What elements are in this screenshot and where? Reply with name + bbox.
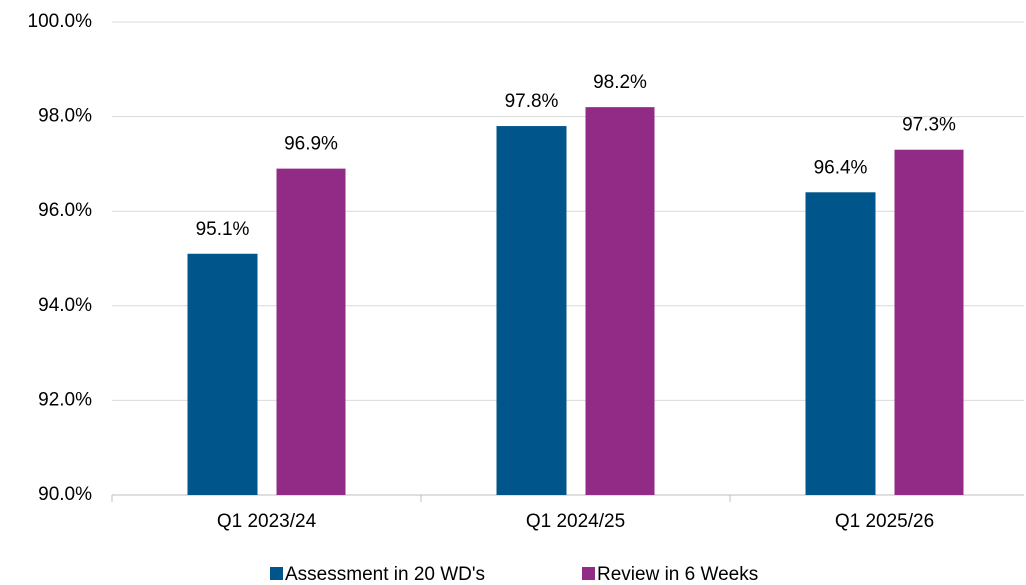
- data-label: 96.4%: [814, 157, 868, 178]
- legend-label: Assessment in 20 WD's: [285, 564, 485, 585]
- bar: [894, 149, 964, 495]
- y-tick-label: 98.0%: [38, 106, 92, 127]
- data-label: 97.3%: [902, 115, 956, 136]
- bar: [496, 126, 567, 495]
- data-label: 95.1%: [196, 219, 250, 240]
- bar: [276, 168, 346, 495]
- x-tick-label: Q1 2024/25: [526, 511, 625, 532]
- y-tick-label: 96.0%: [38, 200, 92, 221]
- x-tick-label: Q1 2023/24: [217, 511, 317, 532]
- data-label: 97.8%: [505, 91, 559, 112]
- x-tick-label: Q1 2025/26: [835, 511, 934, 532]
- legend-swatch: [582, 567, 595, 580]
- bar: [585, 107, 655, 495]
- legend-swatch: [270, 567, 283, 580]
- y-tick-label: 92.0%: [38, 389, 92, 410]
- y-tick-label: 94.0%: [38, 295, 92, 316]
- y-tick-label: 90.0%: [38, 484, 92, 505]
- bar: [187, 253, 258, 495]
- data-label: 96.9%: [284, 134, 338, 155]
- data-label: 98.2%: [593, 72, 647, 93]
- bar: [805, 192, 876, 495]
- y-tick-label: 100.0%: [28, 11, 93, 32]
- legend-label: Review in 6 Weeks: [597, 564, 758, 585]
